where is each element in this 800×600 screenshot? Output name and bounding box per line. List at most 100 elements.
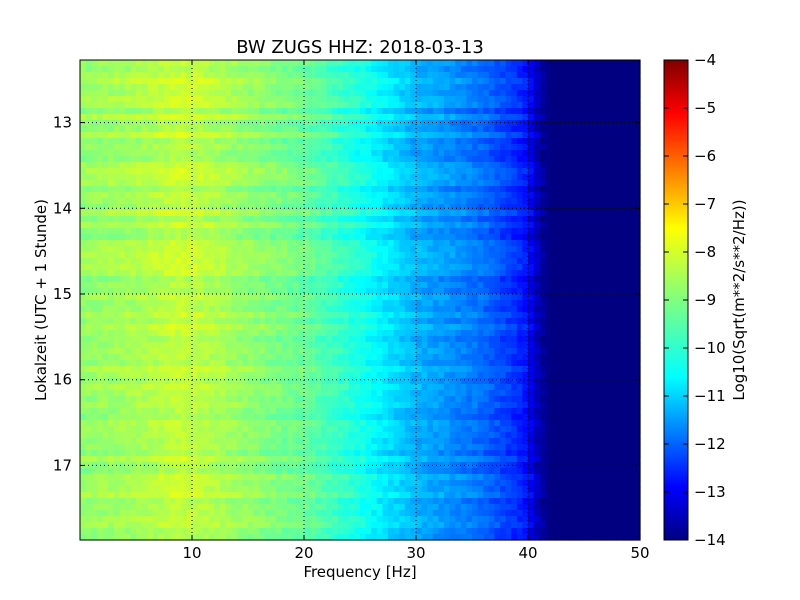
heatmap-cell <box>365 294 372 301</box>
heatmap-cell <box>393 216 400 223</box>
heatmap-cell <box>505 348 512 355</box>
heatmap-cell <box>578 240 585 247</box>
heatmap-cell <box>343 330 350 337</box>
heatmap-cell <box>477 66 484 73</box>
heatmap-cell <box>124 294 131 301</box>
heatmap-cell <box>180 198 187 205</box>
heatmap-cell <box>214 324 221 331</box>
heatmap-cell <box>589 96 596 103</box>
heatmap-cell <box>169 330 176 337</box>
heatmap-cell <box>399 198 406 205</box>
heatmap-cell <box>584 102 591 109</box>
heatmap-cell <box>444 216 451 223</box>
heatmap-cell <box>354 192 361 199</box>
heatmap-cell <box>225 288 232 295</box>
heatmap-cell <box>365 354 372 361</box>
heatmap-cell <box>264 252 271 259</box>
heatmap-cell <box>528 222 535 229</box>
heatmap-cell <box>164 108 171 115</box>
heatmap-cell <box>388 126 395 133</box>
heatmap-cell <box>326 240 333 247</box>
heatmap-cell <box>533 324 540 331</box>
heatmap-cell <box>108 114 115 121</box>
heatmap-cell <box>427 102 434 109</box>
heatmap-cell <box>315 282 322 289</box>
heatmap-cell <box>376 138 383 145</box>
heatmap-cell <box>320 204 327 211</box>
heatmap-cell <box>371 126 378 133</box>
heatmap-cell <box>556 162 563 169</box>
heatmap-cell <box>264 180 271 187</box>
heatmap-cell <box>421 72 428 79</box>
heatmap-cell <box>483 318 490 325</box>
heatmap-cell <box>354 114 361 121</box>
heatmap-cell <box>141 312 148 319</box>
heatmap-cell <box>388 252 395 259</box>
heatmap-cell <box>130 192 137 199</box>
heatmap-cell <box>516 252 523 259</box>
heatmap-cell <box>248 324 255 331</box>
heatmap-cell <box>119 258 126 265</box>
heatmap-cell <box>309 354 316 361</box>
heatmap-cell <box>169 210 176 217</box>
heatmap-cell <box>96 162 103 169</box>
heatmap-cell <box>533 126 540 133</box>
heatmap-cell <box>141 240 148 247</box>
heatmap-cell <box>343 120 350 127</box>
heatmap-cell <box>382 162 389 169</box>
heatmap-cell <box>416 84 423 91</box>
heatmap-cell <box>192 216 199 223</box>
heatmap-cell <box>276 300 283 307</box>
heatmap-cell <box>505 156 512 163</box>
heatmap-cell <box>460 288 467 295</box>
heatmap-cell <box>309 240 316 247</box>
heatmap-cell <box>169 216 176 223</box>
heatmap-cell <box>326 174 333 181</box>
heatmap-cell <box>595 96 602 103</box>
heatmap-cell <box>432 270 439 277</box>
heatmap-cell <box>393 252 400 259</box>
heatmap-cell <box>203 300 210 307</box>
heatmap-cell <box>186 246 193 253</box>
heatmap-cell <box>270 150 277 157</box>
heatmap-cell <box>343 282 350 289</box>
heatmap-cell <box>309 252 316 259</box>
heatmap-cell <box>91 132 98 139</box>
heatmap-cell <box>483 306 490 313</box>
heatmap-cell <box>410 246 417 253</box>
heatmap-cell <box>348 168 355 175</box>
heatmap-cell <box>270 114 277 121</box>
heatmap-cell <box>617 198 624 205</box>
heatmap-cell <box>595 294 602 301</box>
heatmap-cell <box>584 240 591 247</box>
heatmap-cell <box>96 180 103 187</box>
heatmap-cell <box>393 258 400 265</box>
heatmap-cell <box>556 126 563 133</box>
heatmap-cell <box>427 276 434 283</box>
heatmap-cell <box>180 66 187 73</box>
heatmap-cell <box>511 234 518 241</box>
heatmap-cell <box>236 132 243 139</box>
heatmap-cell <box>152 72 159 79</box>
heatmap-cell <box>556 252 563 259</box>
heatmap-cell <box>337 204 344 211</box>
heatmap-cell <box>522 288 529 295</box>
heatmap-cell <box>438 282 445 289</box>
heatmap-cell <box>130 66 137 73</box>
heatmap-cell <box>276 354 283 361</box>
heatmap-cell <box>550 180 557 187</box>
heatmap-cell <box>500 150 507 157</box>
heatmap-cell <box>236 228 243 235</box>
heatmap-cell <box>326 102 333 109</box>
heatmap-cell <box>348 186 355 193</box>
heatmap-cell <box>320 174 327 181</box>
heatmap-cell <box>320 96 327 103</box>
heatmap-cell <box>634 102 641 109</box>
heatmap-cell <box>113 120 120 127</box>
heatmap-cell <box>449 270 456 277</box>
heatmap-cell <box>550 132 557 139</box>
heatmap-cell <box>533 258 540 265</box>
heatmap-cell <box>315 186 322 193</box>
heatmap-cell <box>136 102 143 109</box>
heatmap-cell <box>623 228 630 235</box>
